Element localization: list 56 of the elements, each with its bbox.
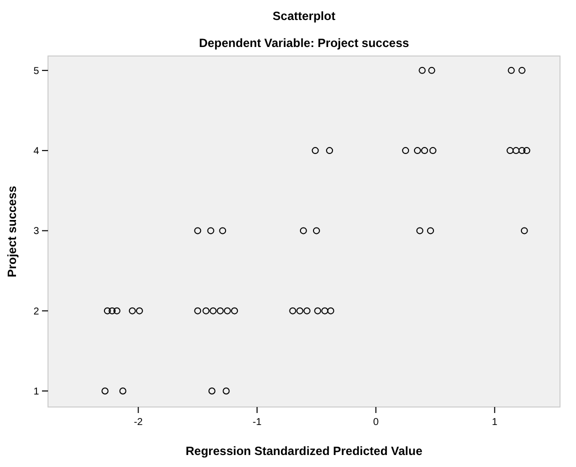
- point: [414, 147, 421, 154]
- point: [303, 307, 310, 314]
- point: [418, 66, 426, 74]
- point: [416, 227, 424, 234]
- point: [508, 66, 515, 74]
- y-axis-title: Project success: [5, 185, 19, 278]
- point: [512, 147, 520, 154]
- point: [208, 387, 216, 394]
- chart-title: Scatterplot: [272, 9, 336, 23]
- x-tick-label: 1: [492, 417, 498, 428]
- point: [222, 387, 230, 394]
- point: [321, 307, 328, 314]
- point: [312, 147, 319, 154]
- point: [231, 307, 238, 314]
- point: [402, 147, 410, 154]
- point: [518, 66, 526, 74]
- point: [119, 387, 126, 394]
- point: [136, 307, 143, 314]
- x-tick-label: 0: [373, 417, 380, 428]
- point: [216, 307, 224, 314]
- point: [327, 307, 334, 314]
- point: [506, 147, 514, 154]
- point: [128, 307, 136, 314]
- point: [518, 147, 526, 154]
- point: [312, 227, 320, 234]
- point: [428, 66, 436, 74]
- point: [202, 307, 210, 314]
- y-tick-label: 5: [33, 66, 40, 77]
- point: [296, 307, 304, 314]
- point: [113, 307, 120, 314]
- point: [194, 227, 202, 234]
- y-tick-label: 2: [33, 306, 40, 318]
- point: [421, 147, 428, 154]
- point: [520, 227, 528, 234]
- point: [219, 227, 226, 234]
- point: [427, 227, 434, 234]
- x-tick-label: -2: [134, 417, 144, 428]
- point: [210, 307, 217, 314]
- y-tick-label: 4: [33, 146, 40, 158]
- y-tick-label: 3: [33, 226, 40, 238]
- point: [289, 307, 296, 314]
- y-tick-label: 1: [33, 386, 40, 398]
- point: [224, 307, 231, 314]
- point: [429, 147, 436, 154]
- point: [194, 307, 202, 314]
- point: [207, 227, 214, 234]
- chart-subtitle: Dependent Variable: Project success: [198, 36, 410, 50]
- point: [523, 147, 530, 154]
- point: [104, 307, 111, 314]
- x-tick-label: -1: [252, 417, 262, 428]
- point: [108, 307, 116, 314]
- x-axis-title: Regression Standardized Predicted Value: [186, 444, 423, 458]
- point: [102, 387, 109, 394]
- point: [314, 307, 322, 314]
- point: [326, 147, 334, 154]
- point: [300, 227, 307, 234]
